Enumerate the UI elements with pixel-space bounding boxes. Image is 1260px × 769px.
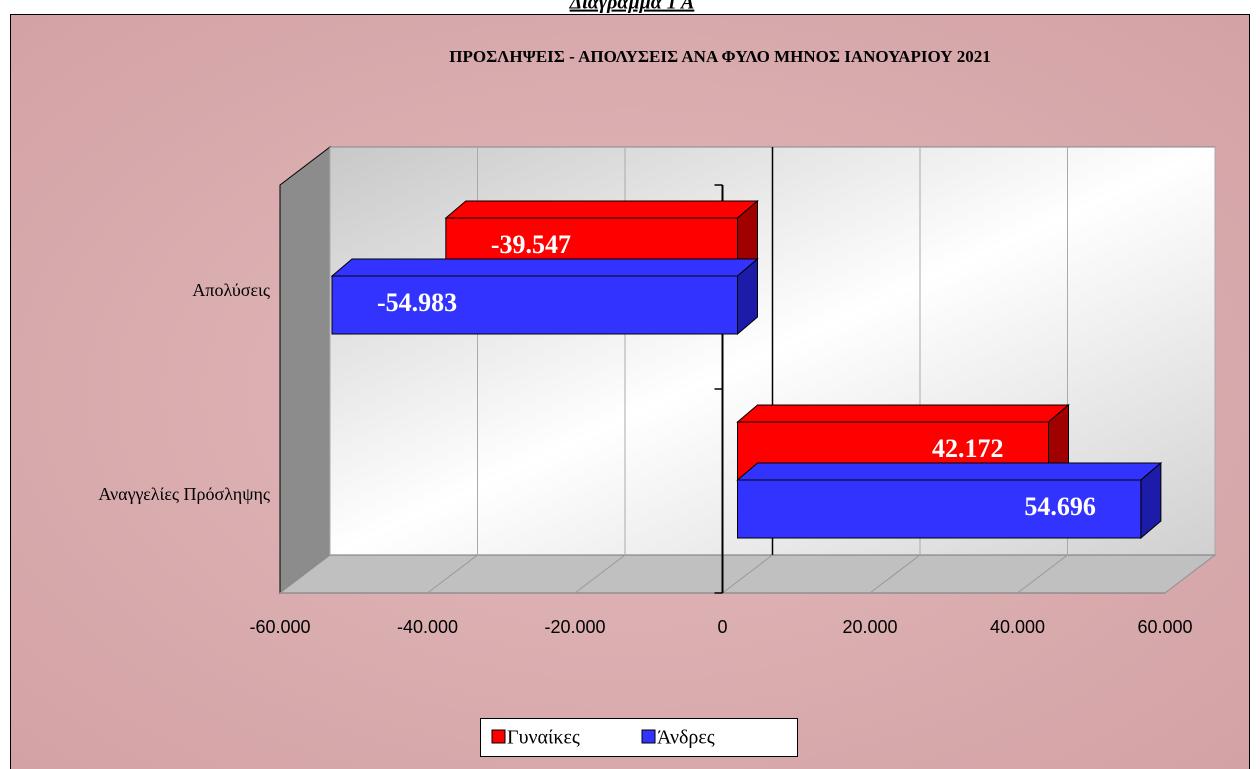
bar-top: [444, 200, 759, 219]
bar-top: [736, 462, 1163, 481]
x-tick-label: 0: [717, 617, 727, 637]
legend-label: Άνδρες: [657, 727, 715, 749]
floor-grid-line: [722, 554, 773, 594]
chart-title: ΠΡΟΣΛΗΨΕΙΣ - ΑΠΟΛΥΣΕΙΣ ΑΝΑ ΦΥΛΟ ΜΗΝΟΣ ΙΑ…: [449, 47, 991, 66]
x-tick-label: -20.000: [544, 617, 605, 637]
bar-top: [330, 258, 759, 277]
legend-box: [480, 718, 798, 757]
y-tick-label: Απολύσεις: [192, 280, 270, 300]
data-label: -39.547: [491, 230, 571, 259]
y-tick-label: Αναγγελίες Πρόσληψης: [98, 484, 270, 504]
heading: Διάγραμμα 1 Α: [569, 0, 695, 14]
data-label: -54.983: [377, 288, 457, 317]
x-tick-label: 20.000: [842, 617, 897, 637]
data-label: 54.696: [1024, 492, 1096, 521]
bar-top: [736, 404, 1070, 423]
x-tick-label: -60.000: [249, 617, 310, 637]
side-wall: [279, 145, 331, 595]
floor-grid-line: [574, 554, 626, 594]
floor-grid-line: [1164, 554, 1216, 594]
x-tick-label: -40.000: [397, 617, 458, 637]
floor-grid-line: [279, 554, 331, 594]
floor-grid-line: [869, 554, 921, 594]
data-label: 42.172: [932, 434, 1004, 463]
legend-swatch: [641, 729, 656, 744]
x-tick-label: 60.000: [1137, 617, 1192, 637]
floor-grid-line: [427, 554, 478, 594]
legend-swatch: [491, 729, 506, 744]
legend-label: Γυναίκες: [507, 727, 580, 749]
floor-grid-line: [1017, 554, 1068, 594]
x-tick-label: 40.000: [990, 617, 1045, 637]
bar: [331, 275, 738, 335]
bar: [737, 479, 1142, 539]
